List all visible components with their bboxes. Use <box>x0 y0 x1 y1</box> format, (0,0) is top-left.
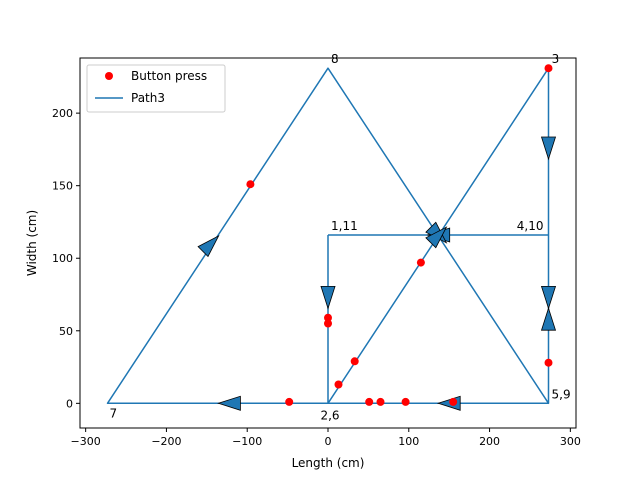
x-axis-label: Length (cm) <box>292 456 365 470</box>
node-label: 2,6 <box>320 408 339 422</box>
y-tick-label: 100 <box>52 252 73 265</box>
node-label: 3 <box>552 52 560 66</box>
y-tick-label: 150 <box>52 180 73 193</box>
button-press-point <box>324 319 332 328</box>
button-press-point <box>285 397 294 406</box>
x-tick-label: 200 <box>479 435 500 448</box>
direction-arrow <box>540 286 557 310</box>
legend-box <box>86 64 226 113</box>
x-tick-label: 100 <box>398 435 419 448</box>
button-press-point <box>350 357 359 366</box>
y-tick-label: 0 <box>66 397 73 410</box>
node-label: 8 <box>331 52 339 66</box>
x-tick-label: −300 <box>71 435 101 448</box>
button-press-point <box>544 358 553 367</box>
node-label: 4,10 <box>517 219 544 233</box>
y-axis-label: Width (cm) <box>25 210 39 276</box>
direction-arrow <box>197 234 220 258</box>
button-press-point <box>416 258 425 267</box>
legend-label-button-press: Button press <box>131 69 207 83</box>
button-press-point <box>246 180 255 189</box>
node-label: 7 <box>110 406 118 420</box>
legend: Button press Path3 <box>86 64 226 113</box>
button-press-point <box>324 313 332 322</box>
direction-arrow <box>540 306 557 331</box>
x-tick-label: 300 <box>560 435 581 448</box>
button-press-point <box>544 64 553 73</box>
node-label: 5,9 <box>552 387 571 401</box>
legend-marker-button-press <box>105 72 113 80</box>
x-tick-label: 0 <box>325 435 332 448</box>
x-axis: −300 −200 −100 0 100 200 300 <box>71 428 581 448</box>
node-label: 1,11 <box>331 219 358 233</box>
button-press-point <box>401 397 410 406</box>
y-tick-label: 200 <box>52 107 73 120</box>
y-tick-label: 50 <box>59 325 73 338</box>
plot-area: 8 3 1,11 4,10 5,9 7 2,6 <box>106 52 571 422</box>
direction-arrow <box>425 226 448 249</box>
button-press-point <box>376 397 385 406</box>
direction-arrow <box>540 136 557 161</box>
button-press-point <box>449 397 458 406</box>
button-press-point <box>365 397 374 406</box>
x-tick-label: −100 <box>232 435 262 448</box>
legend-label-path3: Path3 <box>131 91 165 105</box>
x-tick-label: −200 <box>151 435 181 448</box>
direction-arrow <box>320 286 336 310</box>
y-axis: 0 50 100 150 200 <box>52 107 80 410</box>
button-press-point <box>334 380 343 389</box>
direction-arrow <box>217 395 241 411</box>
